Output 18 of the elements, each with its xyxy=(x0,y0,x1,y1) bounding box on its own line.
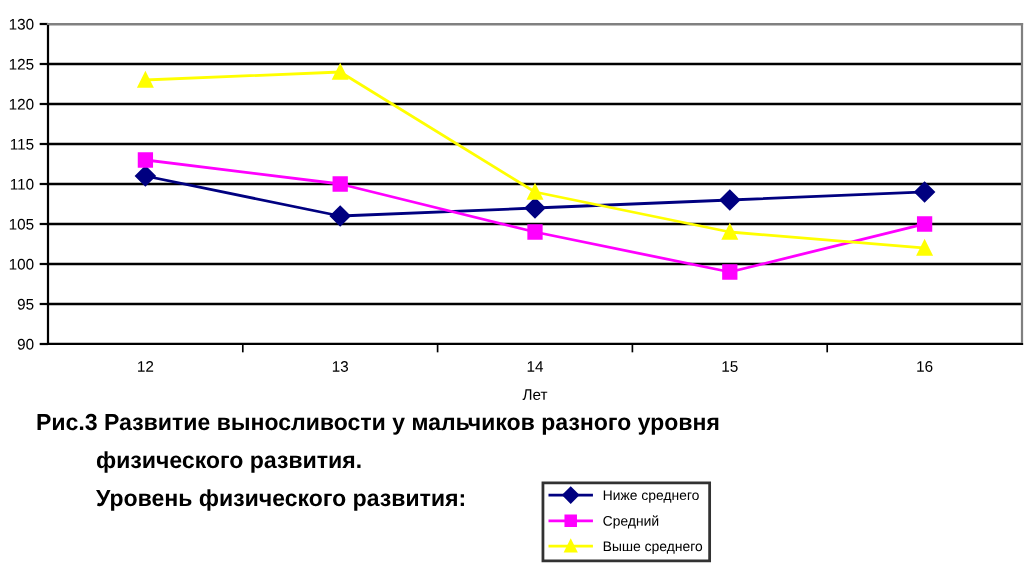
point xyxy=(137,152,154,168)
point xyxy=(722,264,738,280)
point xyxy=(916,216,933,232)
point xyxy=(719,189,741,211)
point xyxy=(527,184,543,200)
point xyxy=(332,64,348,80)
point xyxy=(329,205,351,227)
point xyxy=(527,224,543,240)
point xyxy=(916,240,933,256)
text: физического развития. xyxy=(96,451,361,473)
point xyxy=(135,165,156,187)
point xyxy=(722,224,738,240)
point xyxy=(137,72,154,88)
point xyxy=(914,181,935,203)
point xyxy=(332,176,348,192)
text: Рис.3 Развитие выносливости у мальчиков разного уровня xyxy=(37,413,719,435)
point xyxy=(524,197,546,219)
legend-title: Уровень физического развития: xyxy=(96,489,464,511)
